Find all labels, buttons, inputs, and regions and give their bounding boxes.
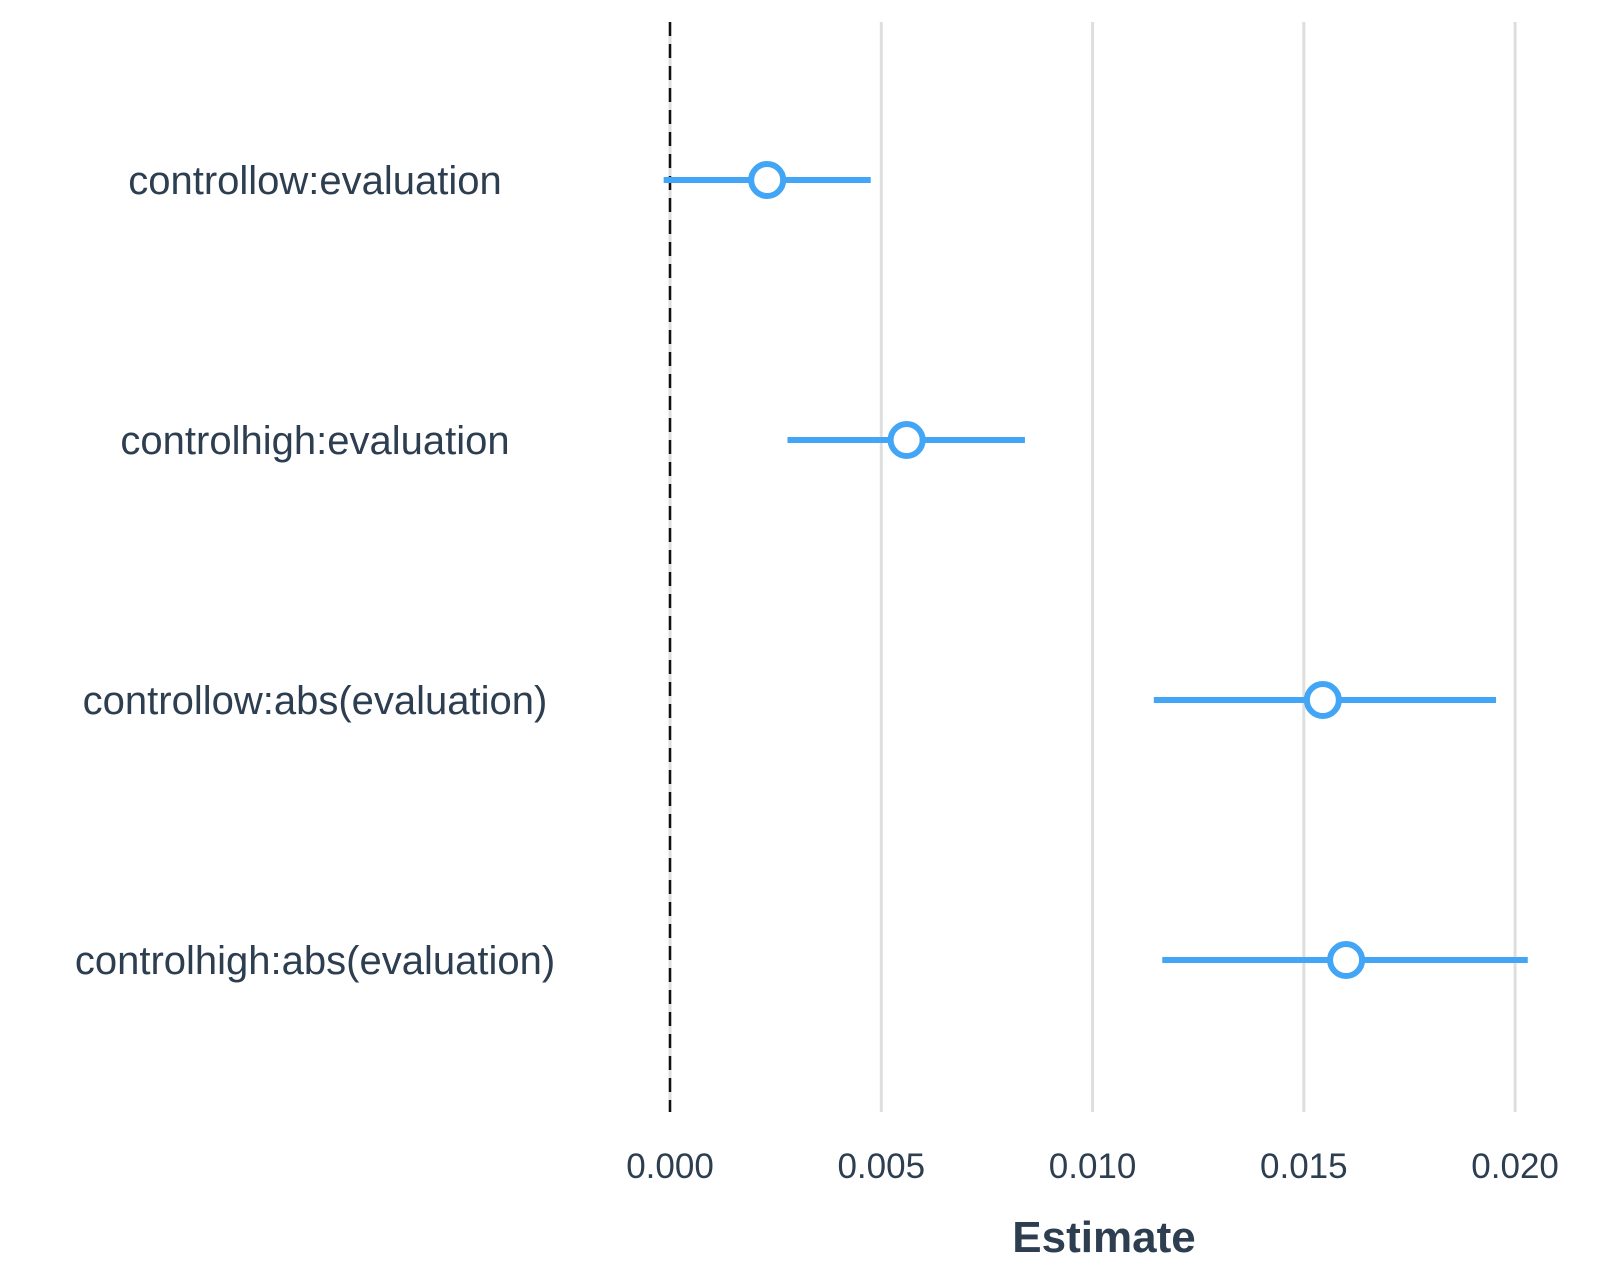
- estimate-point-0: [748, 161, 787, 199]
- term-label-3: controlhigh:abs(evaluation): [75, 939, 555, 983]
- x-axis-title: Estimate: [1012, 1213, 1195, 1262]
- x-tick-label-4: 0.020: [1471, 1147, 1559, 1186]
- x-tick-labels: 0.000 0.005 0.010 0.015 0.020: [626, 1147, 1559, 1186]
- data-layer: [663, 161, 1528, 979]
- term-label-2: controllow:abs(evaluation): [83, 679, 548, 723]
- term-label-0: controllow:evaluation: [128, 159, 502, 203]
- estimate-point-1: [887, 421, 926, 459]
- x-tick-label-1: 0.005: [837, 1147, 925, 1186]
- term-labels: controllow:evaluation controlhigh:evaluat…: [75, 159, 555, 983]
- x-tick-label-2: 0.010: [1049, 1147, 1137, 1186]
- x-tick-label-3: 0.015: [1260, 1147, 1348, 1186]
- estimate-point-2: [1303, 681, 1342, 719]
- term-label-1: controlhigh:evaluation: [120, 419, 509, 463]
- gridlines: [668, 22, 1517, 1112]
- estimate-point-3: [1327, 941, 1366, 979]
- x-tick-label-0: 0.000: [626, 1147, 714, 1186]
